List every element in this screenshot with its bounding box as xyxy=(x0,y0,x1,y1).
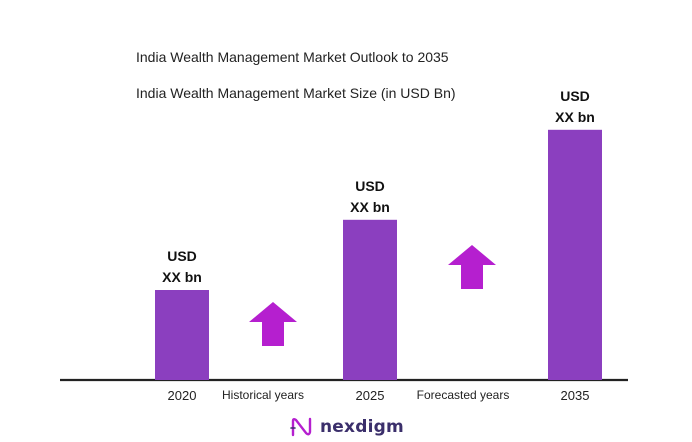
chart-title: India Wealth Management Market Outlook t… xyxy=(136,49,449,65)
annotation-label-2: Forecasted years xyxy=(417,388,510,402)
brand-logo: nexdigm xyxy=(290,416,404,438)
bar-2020 xyxy=(155,290,209,380)
data-label-2035-2: XX bn xyxy=(555,109,595,125)
data-label-2020-1: USD xyxy=(167,248,197,264)
data-label-2035-1: USD xyxy=(560,88,590,104)
annotation-label-1: Historical years xyxy=(222,388,304,402)
brand-name: nexdigm xyxy=(320,417,404,437)
bar-2025 xyxy=(343,219,397,380)
data-label-2025-2: XX bn xyxy=(350,199,390,215)
x-tick-label-2025: 2025 xyxy=(356,388,385,403)
x-tick-label-2020: 2020 xyxy=(168,388,197,403)
up-arrow-2-icon xyxy=(448,245,496,289)
chart-subtitle: India Wealth Management Market Size (in … xyxy=(136,85,456,101)
x-tick-label-2035: 2035 xyxy=(561,388,590,403)
data-label-2020-2: XX bn xyxy=(162,269,202,285)
data-label-2025-1: USD xyxy=(355,178,385,194)
nexdigm-logo-icon xyxy=(290,417,312,437)
up-arrow-1-icon xyxy=(249,302,297,346)
bar-2035 xyxy=(548,129,602,380)
